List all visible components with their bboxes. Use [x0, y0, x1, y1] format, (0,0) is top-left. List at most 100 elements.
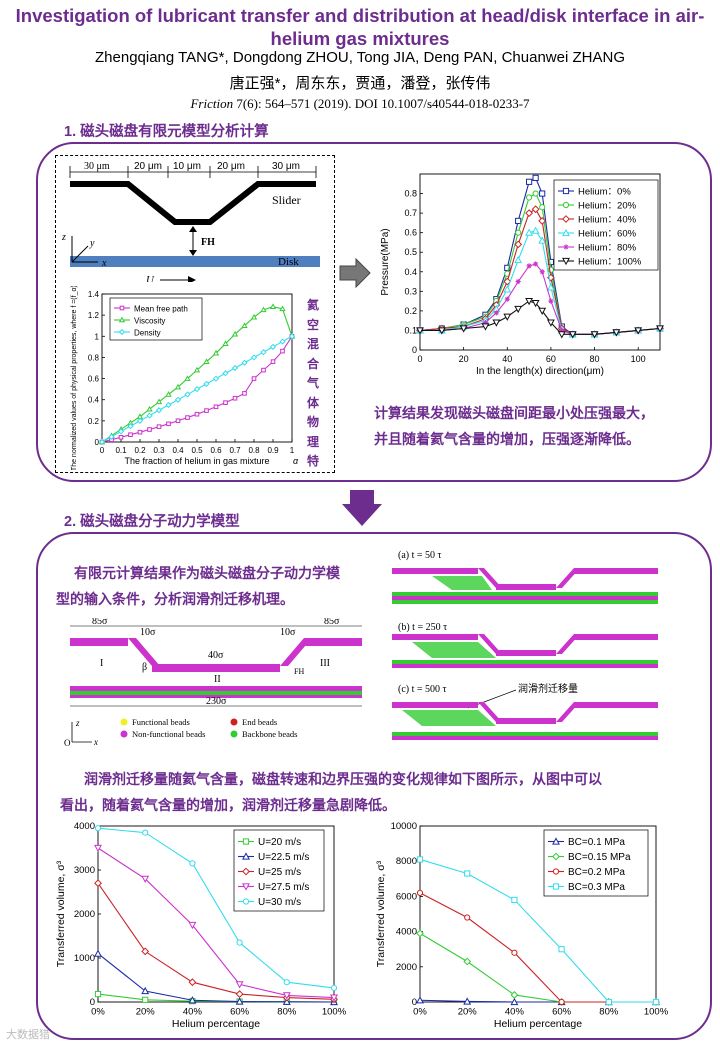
y-axis-label: Transferred volume, σ³	[375, 860, 387, 967]
data-point	[213, 404, 219, 410]
data-point	[634, 327, 643, 335]
beta-angle: β	[142, 662, 147, 673]
x-tick-label: 40	[502, 354, 512, 364]
data-point	[127, 423, 134, 430]
legend-label: Helium：0%	[578, 187, 631, 198]
series-3	[94, 844, 338, 1002]
data-point	[94, 825, 102, 832]
series-3	[416, 856, 660, 1006]
md-dim-10-left: 10σ	[140, 627, 156, 638]
disk-label: Disk	[278, 256, 299, 268]
data-point	[515, 229, 522, 236]
data-point	[174, 396, 182, 403]
data-point	[282, 992, 291, 1000]
data-point	[656, 325, 664, 333]
data-point	[539, 269, 545, 275]
data-point	[279, 338, 286, 345]
data-point	[141, 875, 150, 883]
series-line	[97, 827, 335, 989]
slider-label: Slider	[272, 193, 301, 207]
data-point	[511, 896, 518, 904]
data-point	[193, 386, 201, 393]
y-tick-label: 0.6	[404, 228, 417, 238]
data-point	[538, 217, 547, 225]
data-point	[503, 285, 512, 293]
md-slider-wall	[70, 638, 362, 672]
series-2	[98, 333, 296, 446]
data-point	[222, 340, 229, 346]
data-point	[559, 327, 565, 334]
legend-dot-nonfunctional	[120, 730, 128, 738]
data-point	[147, 427, 152, 432]
data-point	[98, 438, 106, 446]
data-point	[525, 228, 534, 236]
x-tick-label: 60%	[230, 1007, 250, 1018]
data-point	[175, 418, 181, 424]
legend-label: U=22.5 m/s	[258, 852, 309, 863]
dim-20-right: 20 μm	[217, 161, 245, 172]
y-tick-label: 2000	[396, 962, 417, 973]
dim-20-left: 20 μm	[134, 161, 162, 172]
data-point	[416, 929, 424, 938]
data-point	[188, 996, 197, 1004]
data-point	[188, 921, 197, 930]
data-point	[605, 998, 612, 1006]
data-point	[142, 829, 149, 836]
legend-marker	[562, 215, 570, 223]
snapshot-a-label: (a) t = 50 τ	[398, 550, 442, 561]
legend-label: Density	[134, 329, 161, 338]
md-dim-85-left: 85σ	[92, 618, 108, 627]
legend-label: BC=0.2 MPa	[568, 867, 625, 878]
data-point	[250, 313, 258, 320]
section1-conclusion: 计算结果发现磁头磁盘间距最小处压强最大， 并且随着氦气含量的增加，压强逐渐降低。	[374, 400, 704, 452]
y-tick-label: 0.8	[404, 189, 417, 199]
section2-panel	[36, 532, 712, 1040]
data-point	[94, 879, 102, 888]
legend-marker	[562, 257, 570, 266]
y-tick-label: 0	[412, 345, 417, 355]
data-point	[203, 358, 210, 364]
x-tick-label: 0%	[413, 1007, 427, 1018]
md-fh-label: FH	[294, 667, 304, 676]
snapshot-a: (a) t = 50 τ	[392, 550, 658, 604]
data-point	[532, 174, 539, 182]
legend-marker	[118, 328, 126, 336]
data-point	[531, 205, 540, 214]
legend-marker	[562, 228, 570, 237]
y-tick-label: 0.3	[404, 286, 417, 296]
y-tick-label: 0.5	[404, 247, 417, 257]
snapshot-c-label: (c) t = 500 τ	[398, 684, 447, 695]
snapshot-b-label: (b) t = 250 τ	[398, 622, 447, 633]
data-point	[525, 194, 533, 201]
series-line	[97, 847, 335, 999]
legend-marker	[242, 883, 250, 891]
x-tick-label: 1	[290, 446, 295, 455]
x-tick-label: 0.2	[134, 446, 146, 455]
poster-title: Investigation of lubricant transfer and …	[15, 5, 705, 49]
data-point	[525, 209, 533, 218]
x-tick-label: 0.4	[172, 446, 184, 455]
data-point	[165, 391, 172, 397]
y-tick-label: 1.4	[88, 290, 100, 299]
data-point	[416, 856, 424, 863]
legend-marker	[562, 201, 570, 209]
data-point	[531, 299, 540, 308]
data-point	[251, 376, 257, 381]
data-point	[330, 984, 338, 992]
legend-marker	[119, 305, 125, 311]
data-point	[539, 204, 546, 211]
series-4	[94, 825, 338, 992]
velocity-label: U	[146, 274, 155, 282]
snapshot-c: (c) t = 500 τ 润滑剂迁移量	[392, 682, 658, 740]
data-point	[146, 405, 153, 412]
slider-profile	[70, 181, 316, 225]
x-tick-label: 20%	[458, 1007, 478, 1018]
data-point	[526, 263, 532, 269]
x-axis-label: Helium percentage	[172, 1018, 260, 1030]
data-point	[279, 305, 286, 312]
legend-dot-backbone	[230, 730, 238, 738]
region-3: III	[320, 658, 330, 669]
findings-line-2: 看出，随着氦气含量的增加，润滑剂迁移量急剧降低。	[60, 797, 396, 813]
series-line	[97, 953, 335, 1003]
intro-line-2: 型的输入条件，分析润滑剂迁移机理。	[56, 591, 294, 607]
